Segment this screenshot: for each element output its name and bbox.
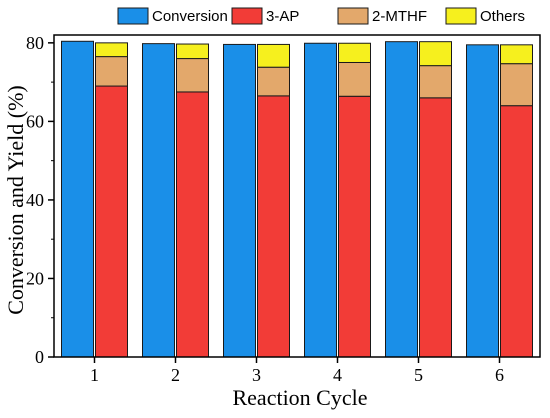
x-tick-label: 1 — [90, 365, 99, 385]
bar-3-ap-cycle-5 — [419, 97, 452, 358]
y-axis-title: Conversion and Yield (%) — [3, 85, 28, 315]
legend-label-conversion: Conversion — [152, 8, 228, 25]
bar-3-ap-cycle-1 — [95, 85, 128, 358]
legend-swatch-2-mthf — [337, 7, 369, 25]
bar-conversion-cycle-5 — [385, 41, 418, 358]
bar-others-cycle-6 — [500, 44, 533, 65]
x-tick-label: 5 — [414, 365, 423, 385]
x-axis-title: Reaction Cycle — [232, 385, 367, 410]
bar-3-ap-cycle-6 — [500, 105, 533, 358]
x-tick-label: 3 — [252, 365, 261, 385]
legend-swatch-3-ap — [231, 7, 263, 25]
y-tick-label: 60 — [26, 111, 44, 131]
bar-others-cycle-5 — [419, 41, 452, 67]
legend-swatch-others — [445, 7, 477, 25]
bar-2-mthf-cycle-4 — [338, 61, 371, 97]
bar-3-ap-cycle-2 — [176, 91, 209, 358]
bars — [61, 40, 533, 358]
bar-conversion-cycle-3 — [223, 43, 256, 358]
bar-conversion-cycle-6 — [466, 44, 499, 358]
bar-conversion-cycle-2 — [142, 43, 175, 358]
bar-3-ap-cycle-3 — [257, 95, 290, 358]
y-tick-label: 0 — [35, 347, 44, 367]
y-tick-label: 20 — [26, 268, 44, 288]
bar-2-mthf-cycle-2 — [176, 58, 209, 93]
y-tick-label: 40 — [26, 190, 44, 210]
bar-3-ap-cycle-4 — [338, 95, 371, 358]
legend-swatch-conversion — [117, 7, 149, 25]
y-tick-label: 80 — [26, 33, 44, 53]
bar-others-cycle-3 — [257, 43, 290, 68]
bar-2-mthf-cycle-5 — [419, 65, 452, 99]
bar-2-mthf-cycle-6 — [500, 63, 533, 107]
legend: Conversion 3-AP 2-MTHF Others — [117, 7, 525, 25]
bar-others-cycle-1 — [95, 42, 128, 58]
plot-frame — [53, 34, 541, 358]
x-tick-label: 6 — [495, 365, 504, 385]
bar-conversion-cycle-1 — [61, 40, 94, 358]
bar-2-mthf-cycle-1 — [95, 56, 128, 87]
x-tick-label: 2 — [171, 365, 180, 385]
x-tick-label: 4 — [333, 365, 342, 385]
bar-others-cycle-4 — [338, 42, 371, 63]
legend-label-others: Others — [480, 8, 525, 25]
bar-others-cycle-2 — [176, 43, 209, 60]
legend-label-2-mthf: 2-MTHF — [372, 8, 427, 25]
legend-label-3-ap: 3-AP — [266, 8, 299, 25]
bar-2-mthf-cycle-3 — [257, 66, 290, 97]
bar-conversion-cycle-4 — [304, 42, 337, 358]
